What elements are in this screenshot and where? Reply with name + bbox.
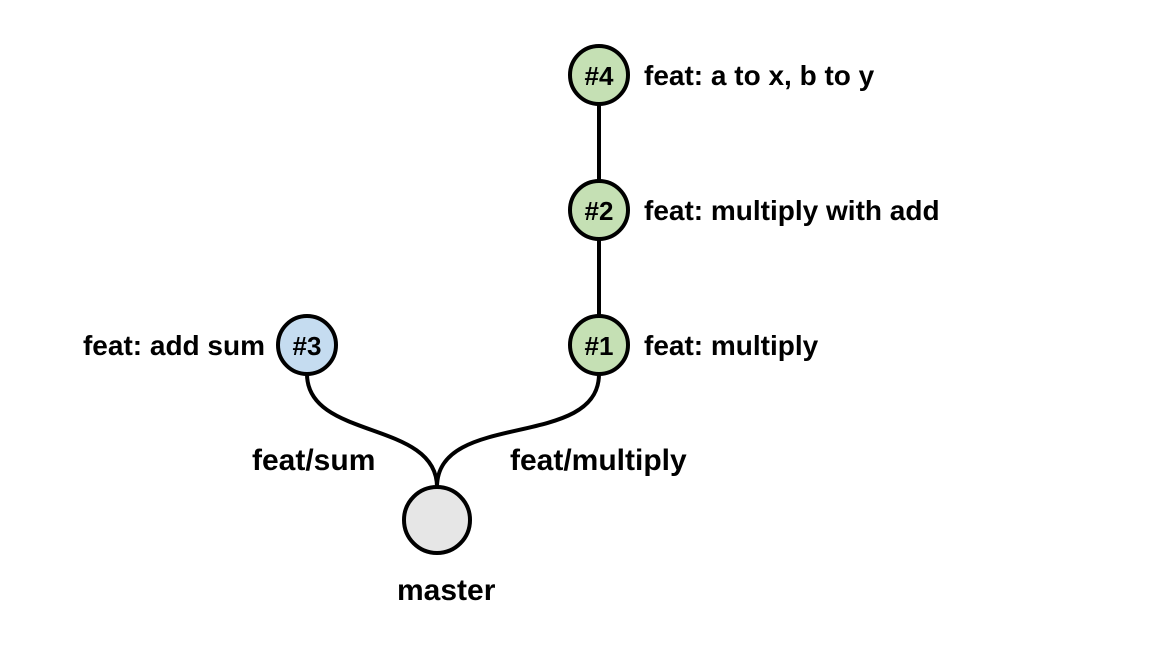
- branch-label-right: feat/multiply: [510, 444, 687, 477]
- commit-node-c4: #4: [570, 46, 628, 104]
- commit-id-c2: #2: [585, 196, 614, 226]
- commit-label-c4: feat: a to x, b to y: [644, 60, 875, 91]
- commit-node-c1: #1: [570, 316, 628, 374]
- commit-label-c2: feat: multiply with add: [644, 195, 940, 226]
- commit-label-master: master: [397, 574, 496, 607]
- commit-label-c3: feat: add sum: [83, 330, 265, 361]
- commit-node-c3: #3: [278, 316, 336, 374]
- commit-node-master: [404, 487, 470, 553]
- commit-id-c4: #4: [585, 61, 614, 91]
- git-tree-diagram: #3 #1 #2 #4 master feat: add sum feat: multip…: [0, 0, 1158, 670]
- edges-layer: [307, 104, 599, 487]
- commit-id-c1: #1: [585, 331, 614, 361]
- commit-id-c3: #3: [293, 331, 322, 361]
- commit-node-c2: #2: [570, 181, 628, 239]
- labels-layer: master feat: add sum feat: multiply feat: m…: [83, 60, 940, 607]
- branch-label-left: feat/sum: [252, 444, 375, 477]
- commit-circle-master: [404, 487, 470, 553]
- commit-label-c1: feat: multiply: [644, 330, 819, 361]
